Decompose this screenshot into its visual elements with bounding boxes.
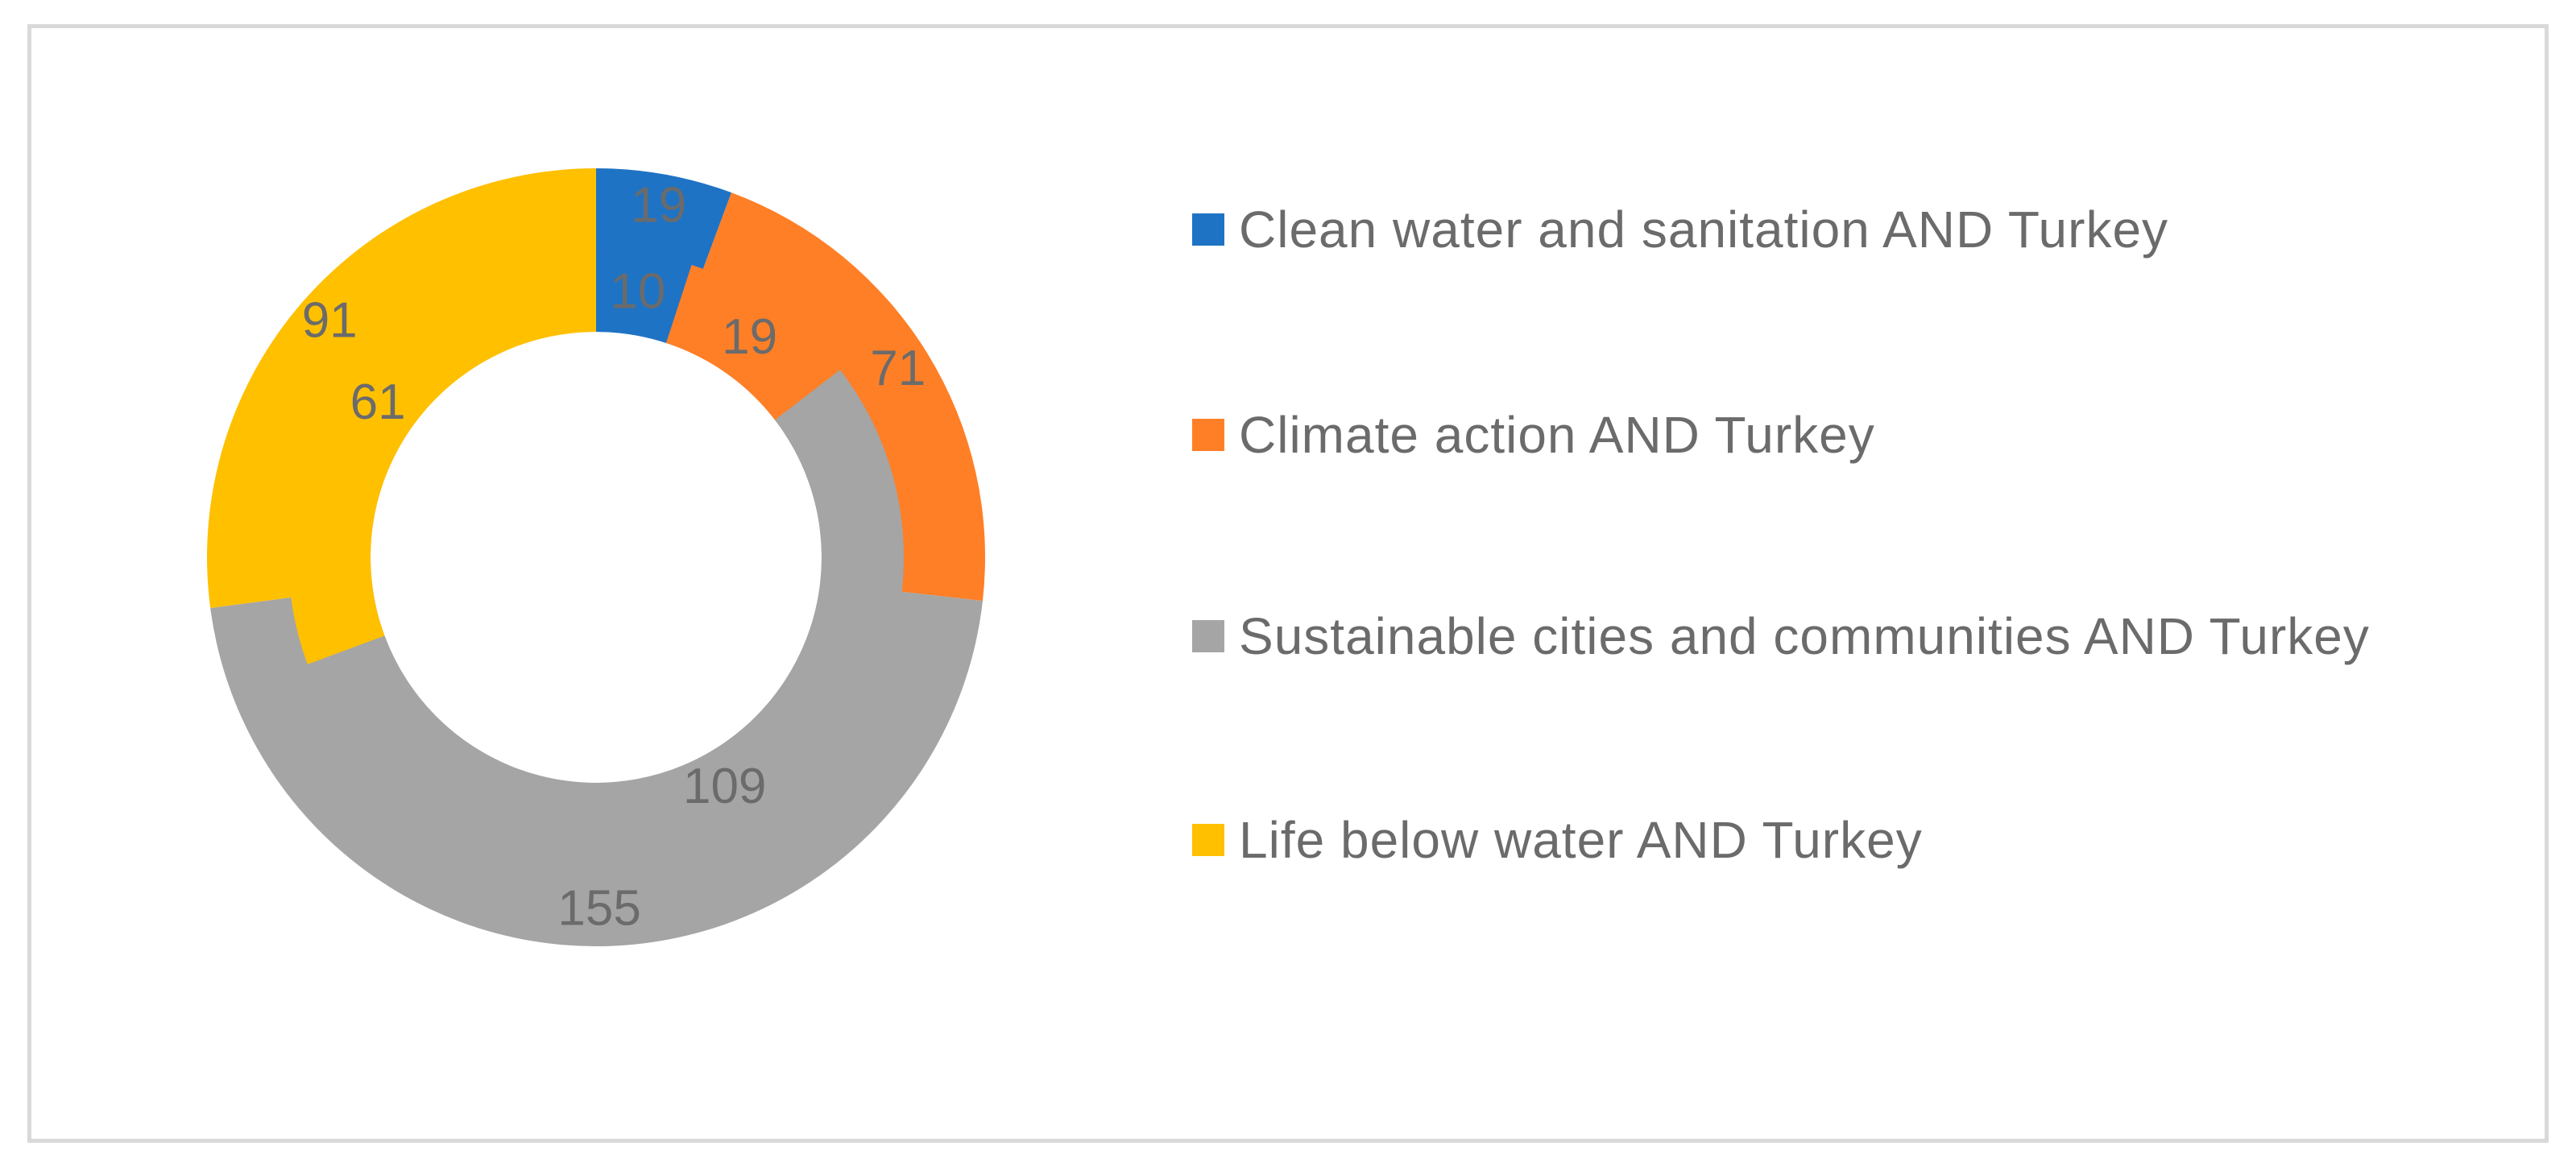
- inner-ring: [288, 250, 904, 865]
- legend-swatch: [1192, 824, 1224, 856]
- inner-data-label-0: 10: [610, 263, 665, 319]
- legend-item-sustainable-cities: Sustainable cities and communities AND T…: [1192, 604, 2370, 668]
- legend: Clean water and sanitation AND Turkey Cl…: [1192, 0, 2513, 1175]
- outer-data-label-2: 155: [557, 880, 640, 936]
- inner-slice-0: [596, 250, 692, 343]
- legend-label: Climate action AND Turkey: [1239, 406, 1875, 464]
- legend-label: Sustainable cities and communities AND T…: [1239, 607, 2370, 665]
- legend-item-climate-action: Climate action AND Turkey: [1192, 403, 1875, 467]
- inner-data-label-3: 61: [350, 374, 406, 430]
- outer-data-label-3: 91: [302, 292, 358, 348]
- outer-data-label-0: 19: [631, 177, 686, 233]
- data-labels: 19 71 155 91 10 19 109 61: [302, 177, 926, 936]
- inner-data-label-1: 19: [722, 309, 777, 365]
- inner-data-label-2: 109: [683, 759, 766, 814]
- legend-item-life-below-water: Life below water AND Turkey: [1192, 808, 1923, 872]
- outer-data-label-1: 71: [870, 341, 926, 396]
- inner-slice-1: [665, 264, 840, 420]
- inner-slice-3: [288, 250, 596, 664]
- legend-label: Life below water AND Turkey: [1239, 811, 1923, 869]
- legend-swatch: [1192, 419, 1224, 451]
- inner-slice-2: [307, 370, 904, 865]
- legend-swatch: [1192, 213, 1224, 246]
- legend-item-clean-water: Clean water and sanitation AND Turkey: [1192, 197, 2168, 262]
- legend-swatch: [1192, 620, 1224, 652]
- legend-label: Clean water and sanitation AND Turkey: [1239, 201, 2169, 259]
